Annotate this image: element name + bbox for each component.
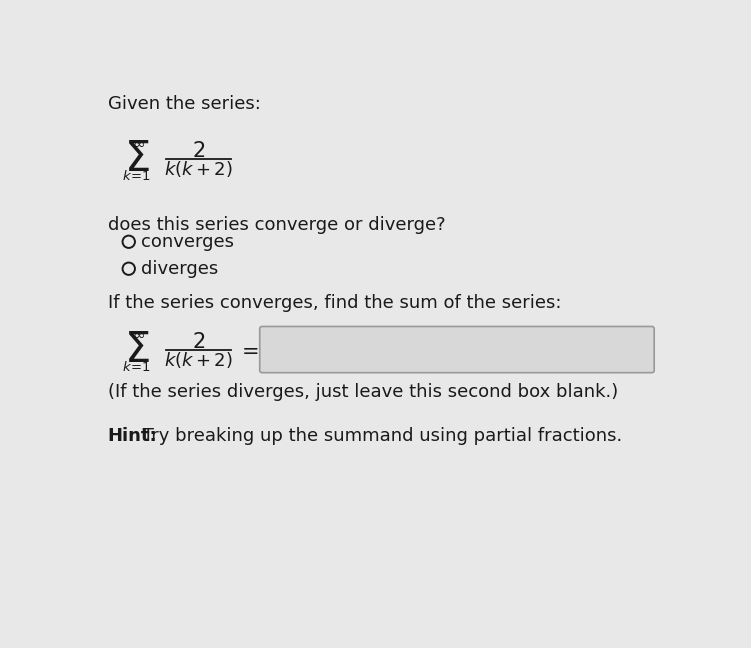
Text: Given the series:: Given the series: (108, 95, 261, 113)
Text: $k(k+2)$: $k(k+2)$ (164, 159, 233, 179)
Text: converges: converges (141, 233, 234, 251)
Text: diverges: diverges (141, 260, 219, 278)
Text: $2$: $2$ (192, 332, 205, 352)
Text: (If the series diverges, just leave this second box blank.): (If the series diverges, just leave this… (108, 383, 618, 400)
Text: Try breaking up the summand using partial fractions.: Try breaking up the summand using partia… (137, 426, 623, 445)
Text: $\infty$: $\infty$ (131, 135, 144, 151)
Text: $\Sigma$: $\Sigma$ (124, 329, 149, 371)
Text: $k\!=\!1$: $k\!=\!1$ (122, 168, 151, 183)
Text: $k(k+2)$: $k(k+2)$ (164, 351, 233, 371)
Text: $\infty$: $\infty$ (131, 327, 144, 341)
FancyBboxPatch shape (260, 327, 654, 373)
Text: If the series converges, find the sum of the series:: If the series converges, find the sum of… (108, 294, 561, 312)
Text: $2$: $2$ (192, 141, 205, 161)
Text: does this series converge or diverge?: does this series converge or diverge? (108, 216, 445, 235)
Text: $=$: $=$ (237, 340, 259, 360)
Text: Hint:: Hint: (108, 426, 158, 445)
Text: $k\!=\!1$: $k\!=\!1$ (122, 360, 151, 373)
Text: $\Sigma$: $\Sigma$ (124, 137, 149, 179)
